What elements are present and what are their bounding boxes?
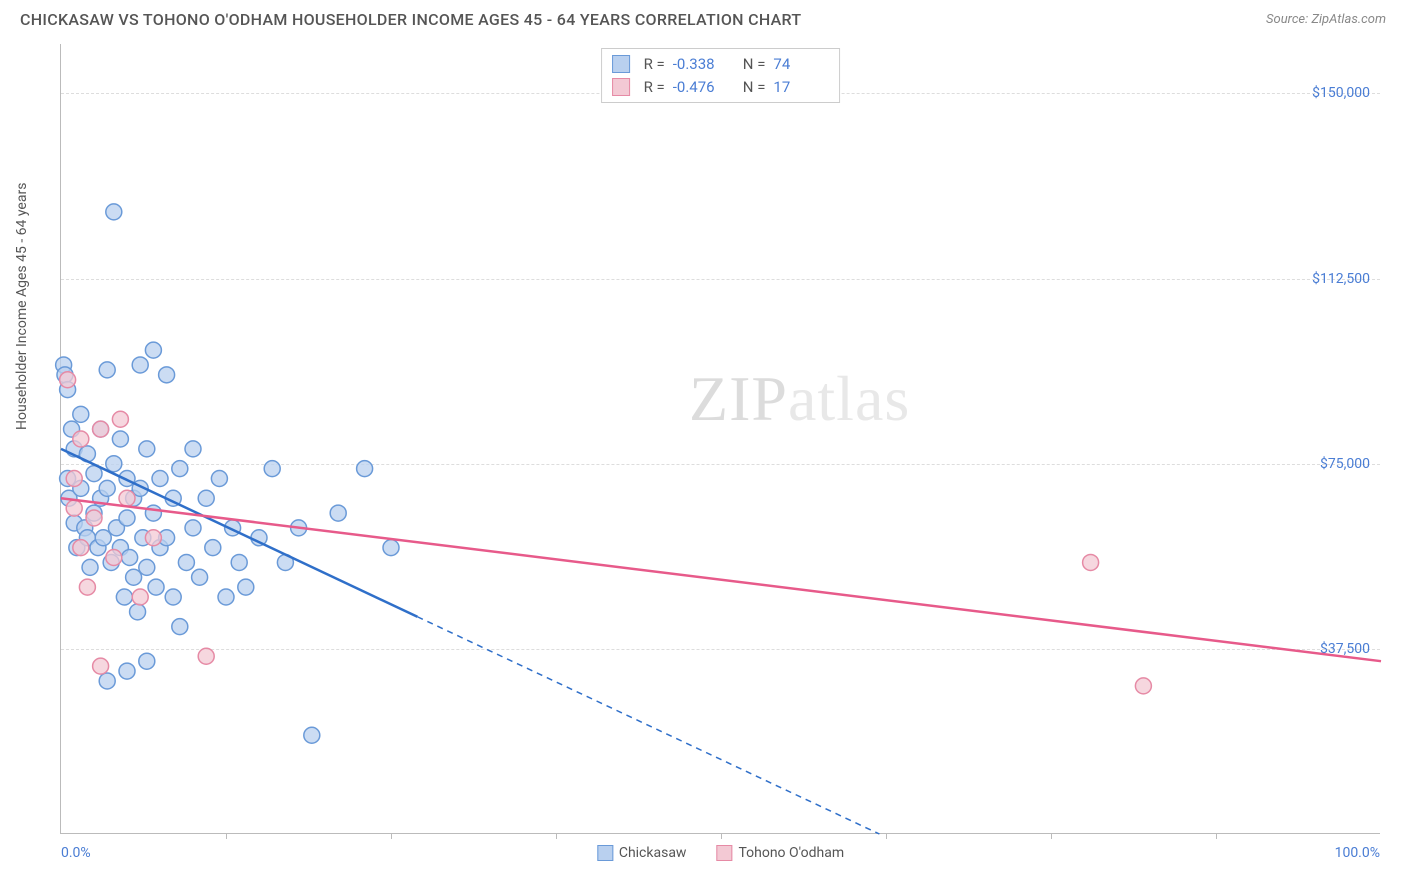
correlation-stats-box: R = -0.338 N = 74 R = -0.476 N = 17 (601, 48, 841, 103)
stats-row-series2: R = -0.476 N = 17 (612, 76, 830, 99)
swatch-series2-icon (716, 845, 732, 861)
x-axis-max-label: 100.0% (1335, 845, 1380, 861)
y-axis-label: Householder Income Ages 45 - 64 years (14, 183, 30, 430)
chart-plot-area: ZIPatlas $37,500$75,000$112,500$150,000 … (60, 44, 1380, 834)
chart-header: CHICKASAW VS TOHONO O'ODHAM HOUSEHOLDER … (0, 0, 1406, 35)
swatch-series1 (612, 55, 630, 73)
chart-title: CHICKASAW VS TOHONO O'ODHAM HOUSEHOLDER … (20, 10, 801, 29)
swatch-series1-icon (597, 845, 613, 861)
legend: Chickasaw Tohono O'odham (597, 845, 844, 861)
legend-item-series2: Tohono O'odham (716, 845, 844, 861)
x-axis-min-label: 0.0% (61, 845, 91, 861)
source-attribution: Source: ZipAtlas.com (1266, 12, 1386, 27)
scatter-plot-svg (61, 44, 1380, 833)
stats-row-series1: R = -0.338 N = 74 (612, 53, 830, 76)
swatch-series2 (612, 78, 630, 96)
legend-item-series1: Chickasaw (597, 845, 687, 861)
